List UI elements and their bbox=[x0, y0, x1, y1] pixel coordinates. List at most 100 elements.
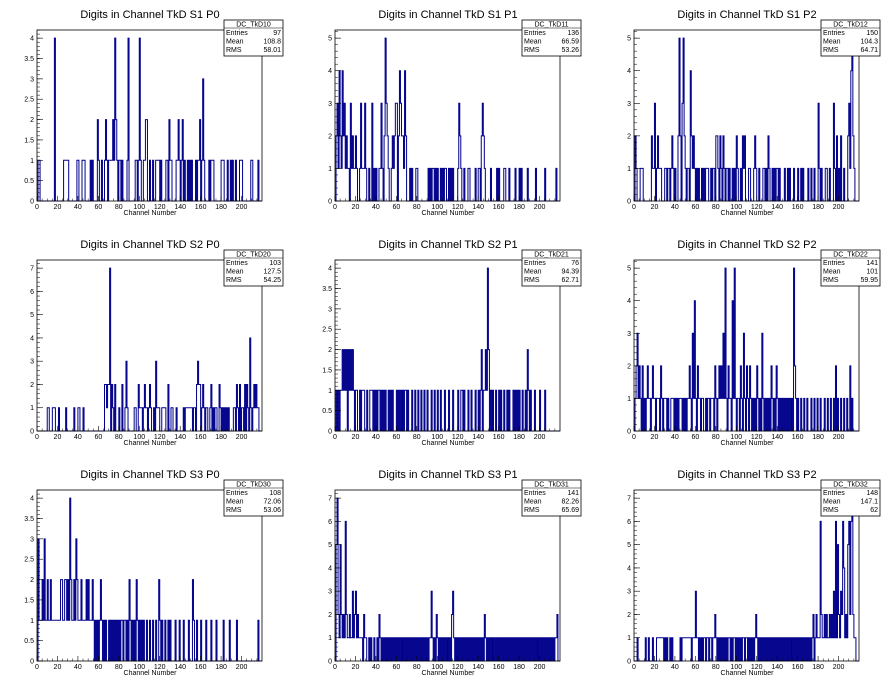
histogram-outline bbox=[37, 37, 262, 202]
stats-key-mean: Mean bbox=[524, 269, 542, 276]
histogram-svg: Digits in Channel TkD S2 P10 20 40 60 80 100 1… bbox=[322, 239, 582, 447]
x-tick-label: 100 bbox=[431, 434, 443, 441]
y-tick-label: 7 bbox=[30, 266, 34, 273]
histogram-bin bbox=[60, 620, 61, 661]
y-tick-label: 1 bbox=[30, 618, 34, 625]
histogram-bin bbox=[75, 620, 76, 661]
histogram-bin bbox=[199, 384, 200, 431]
histogram-bin bbox=[158, 408, 159, 431]
stats-value-mean: 66.59 bbox=[561, 39, 579, 46]
histogram-bin bbox=[67, 620, 68, 661]
x-tick-label: 180 bbox=[215, 664, 227, 671]
y-tick-label: 2 bbox=[30, 382, 34, 389]
x-tick-label: 140 bbox=[771, 204, 783, 211]
histogram-panel: Digits in Channel TkD S3 P0 0 20 40 60 80 100 1… bbox=[0, 460, 298, 690]
histogram-bin bbox=[91, 620, 92, 661]
x-tick-label: 0 bbox=[333, 664, 337, 671]
histogram-bin bbox=[345, 390, 346, 431]
stats-value-entries: 103 bbox=[269, 260, 281, 267]
chart-title: Digits in Channel TkD S3 P1 bbox=[378, 469, 517, 481]
histogram-bin bbox=[353, 638, 354, 661]
histogram-bin bbox=[659, 638, 660, 661]
x-tick-label: 120 bbox=[452, 204, 464, 211]
stats-name: DC_TkD31 bbox=[534, 482, 569, 489]
stats-key-entries: Entries bbox=[823, 260, 845, 267]
stats-key-mean: Mean bbox=[823, 269, 841, 276]
histogram-bin bbox=[177, 160, 178, 201]
histogram-bin bbox=[222, 160, 223, 201]
histogram-bin bbox=[683, 638, 684, 661]
histogram-bin bbox=[163, 408, 164, 431]
y-tick-label: 6 bbox=[328, 519, 332, 526]
y-tick-label: 1 bbox=[627, 166, 631, 173]
histogram-bin bbox=[78, 620, 79, 661]
histogram-bin bbox=[170, 160, 171, 201]
histogram-bin bbox=[714, 638, 715, 661]
histogram-outline bbox=[335, 267, 560, 432]
histogram-bin bbox=[692, 168, 693, 201]
stats-value-entries: 150 bbox=[866, 30, 878, 37]
x-tick-label: 40 bbox=[74, 204, 82, 211]
x-tick-label: 60 bbox=[94, 664, 102, 671]
x-tick-label: 20 bbox=[352, 664, 360, 671]
histogram-bin bbox=[733, 398, 734, 431]
stats-key-rms: RMS bbox=[524, 47, 540, 54]
x-tick-label: 160 bbox=[792, 434, 804, 441]
y-tick-label: 2 bbox=[627, 363, 631, 370]
x-tick-label: 140 bbox=[174, 204, 186, 211]
histogram-bin bbox=[85, 620, 86, 661]
histogram-bin bbox=[110, 160, 111, 201]
stats-value-rms: 64.71 bbox=[860, 47, 878, 54]
x-tick-label: 20 bbox=[651, 204, 659, 211]
histogram-svg: Digits in Channel TkD S2 P00 20 40 60 80 100 1… bbox=[30, 239, 284, 447]
chart-title: Digits in Channel TkD S3 P0 bbox=[80, 469, 219, 481]
x-tick-label: 80 bbox=[115, 204, 123, 211]
x-tick-label: 0 bbox=[35, 664, 39, 671]
y-tick-label: 2 bbox=[328, 347, 332, 354]
chart-title: Digits in Channel TkD S3 P2 bbox=[677, 469, 816, 481]
y-tick-label: 0 bbox=[30, 199, 34, 206]
y-tick-label: 5 bbox=[627, 542, 631, 549]
stats-value-rms: 54.25 bbox=[263, 277, 281, 284]
stats-key-rms: RMS bbox=[226, 277, 242, 284]
y-tick-label: 2.5 bbox=[322, 327, 332, 334]
y-tick-label: 1.5 bbox=[24, 597, 34, 604]
x-tick-label: 60 bbox=[691, 434, 699, 441]
y-tick-label: 3.5 bbox=[24, 516, 34, 523]
y-tick-label: 2 bbox=[328, 612, 332, 619]
chart-title: Digits in Channel TkD S2 P2 bbox=[677, 239, 816, 251]
x-axis-label: Channel Number bbox=[422, 670, 476, 677]
histogram-bin bbox=[144, 160, 145, 201]
y-tick-label: 0 bbox=[328, 199, 332, 206]
histogram-bin bbox=[837, 638, 838, 661]
x-tick-label: 140 bbox=[472, 664, 484, 671]
x-tick-label: 60 bbox=[392, 204, 400, 211]
stats-value-entries: 136 bbox=[567, 30, 579, 37]
histogram-bin bbox=[66, 160, 67, 201]
x-tick-label: 40 bbox=[74, 434, 82, 441]
stats-value-rms: 62 bbox=[870, 507, 878, 514]
x-tick-label: 200 bbox=[236, 434, 248, 441]
stats-value-rms: 59.95 bbox=[860, 277, 878, 284]
x-tick-label: 80 bbox=[115, 434, 123, 441]
histogram-bin bbox=[825, 638, 826, 661]
x-tick-label: 20 bbox=[352, 204, 360, 211]
histogram-bin bbox=[362, 168, 363, 201]
y-tick-label: 4 bbox=[30, 36, 34, 43]
histogram-bin bbox=[212, 160, 213, 201]
stats-key-mean: Mean bbox=[226, 39, 244, 46]
stats-key-entries: Entries bbox=[823, 490, 845, 497]
stats-value-entries: 97 bbox=[273, 30, 281, 37]
stats-value-entries: 148 bbox=[866, 490, 878, 497]
x-tick-label: 100 bbox=[133, 664, 145, 671]
histogram-bin bbox=[54, 620, 55, 661]
histogram-outline bbox=[37, 267, 262, 432]
x-tick-label: 200 bbox=[534, 204, 546, 211]
stats-key-rms: RMS bbox=[823, 277, 839, 284]
histogram-panel: Digits in Channel TkD S1 P0 0 20 40 60 80 100 1… bbox=[0, 0, 298, 230]
histogram-bin bbox=[45, 620, 46, 661]
histogram-bin bbox=[658, 638, 659, 661]
